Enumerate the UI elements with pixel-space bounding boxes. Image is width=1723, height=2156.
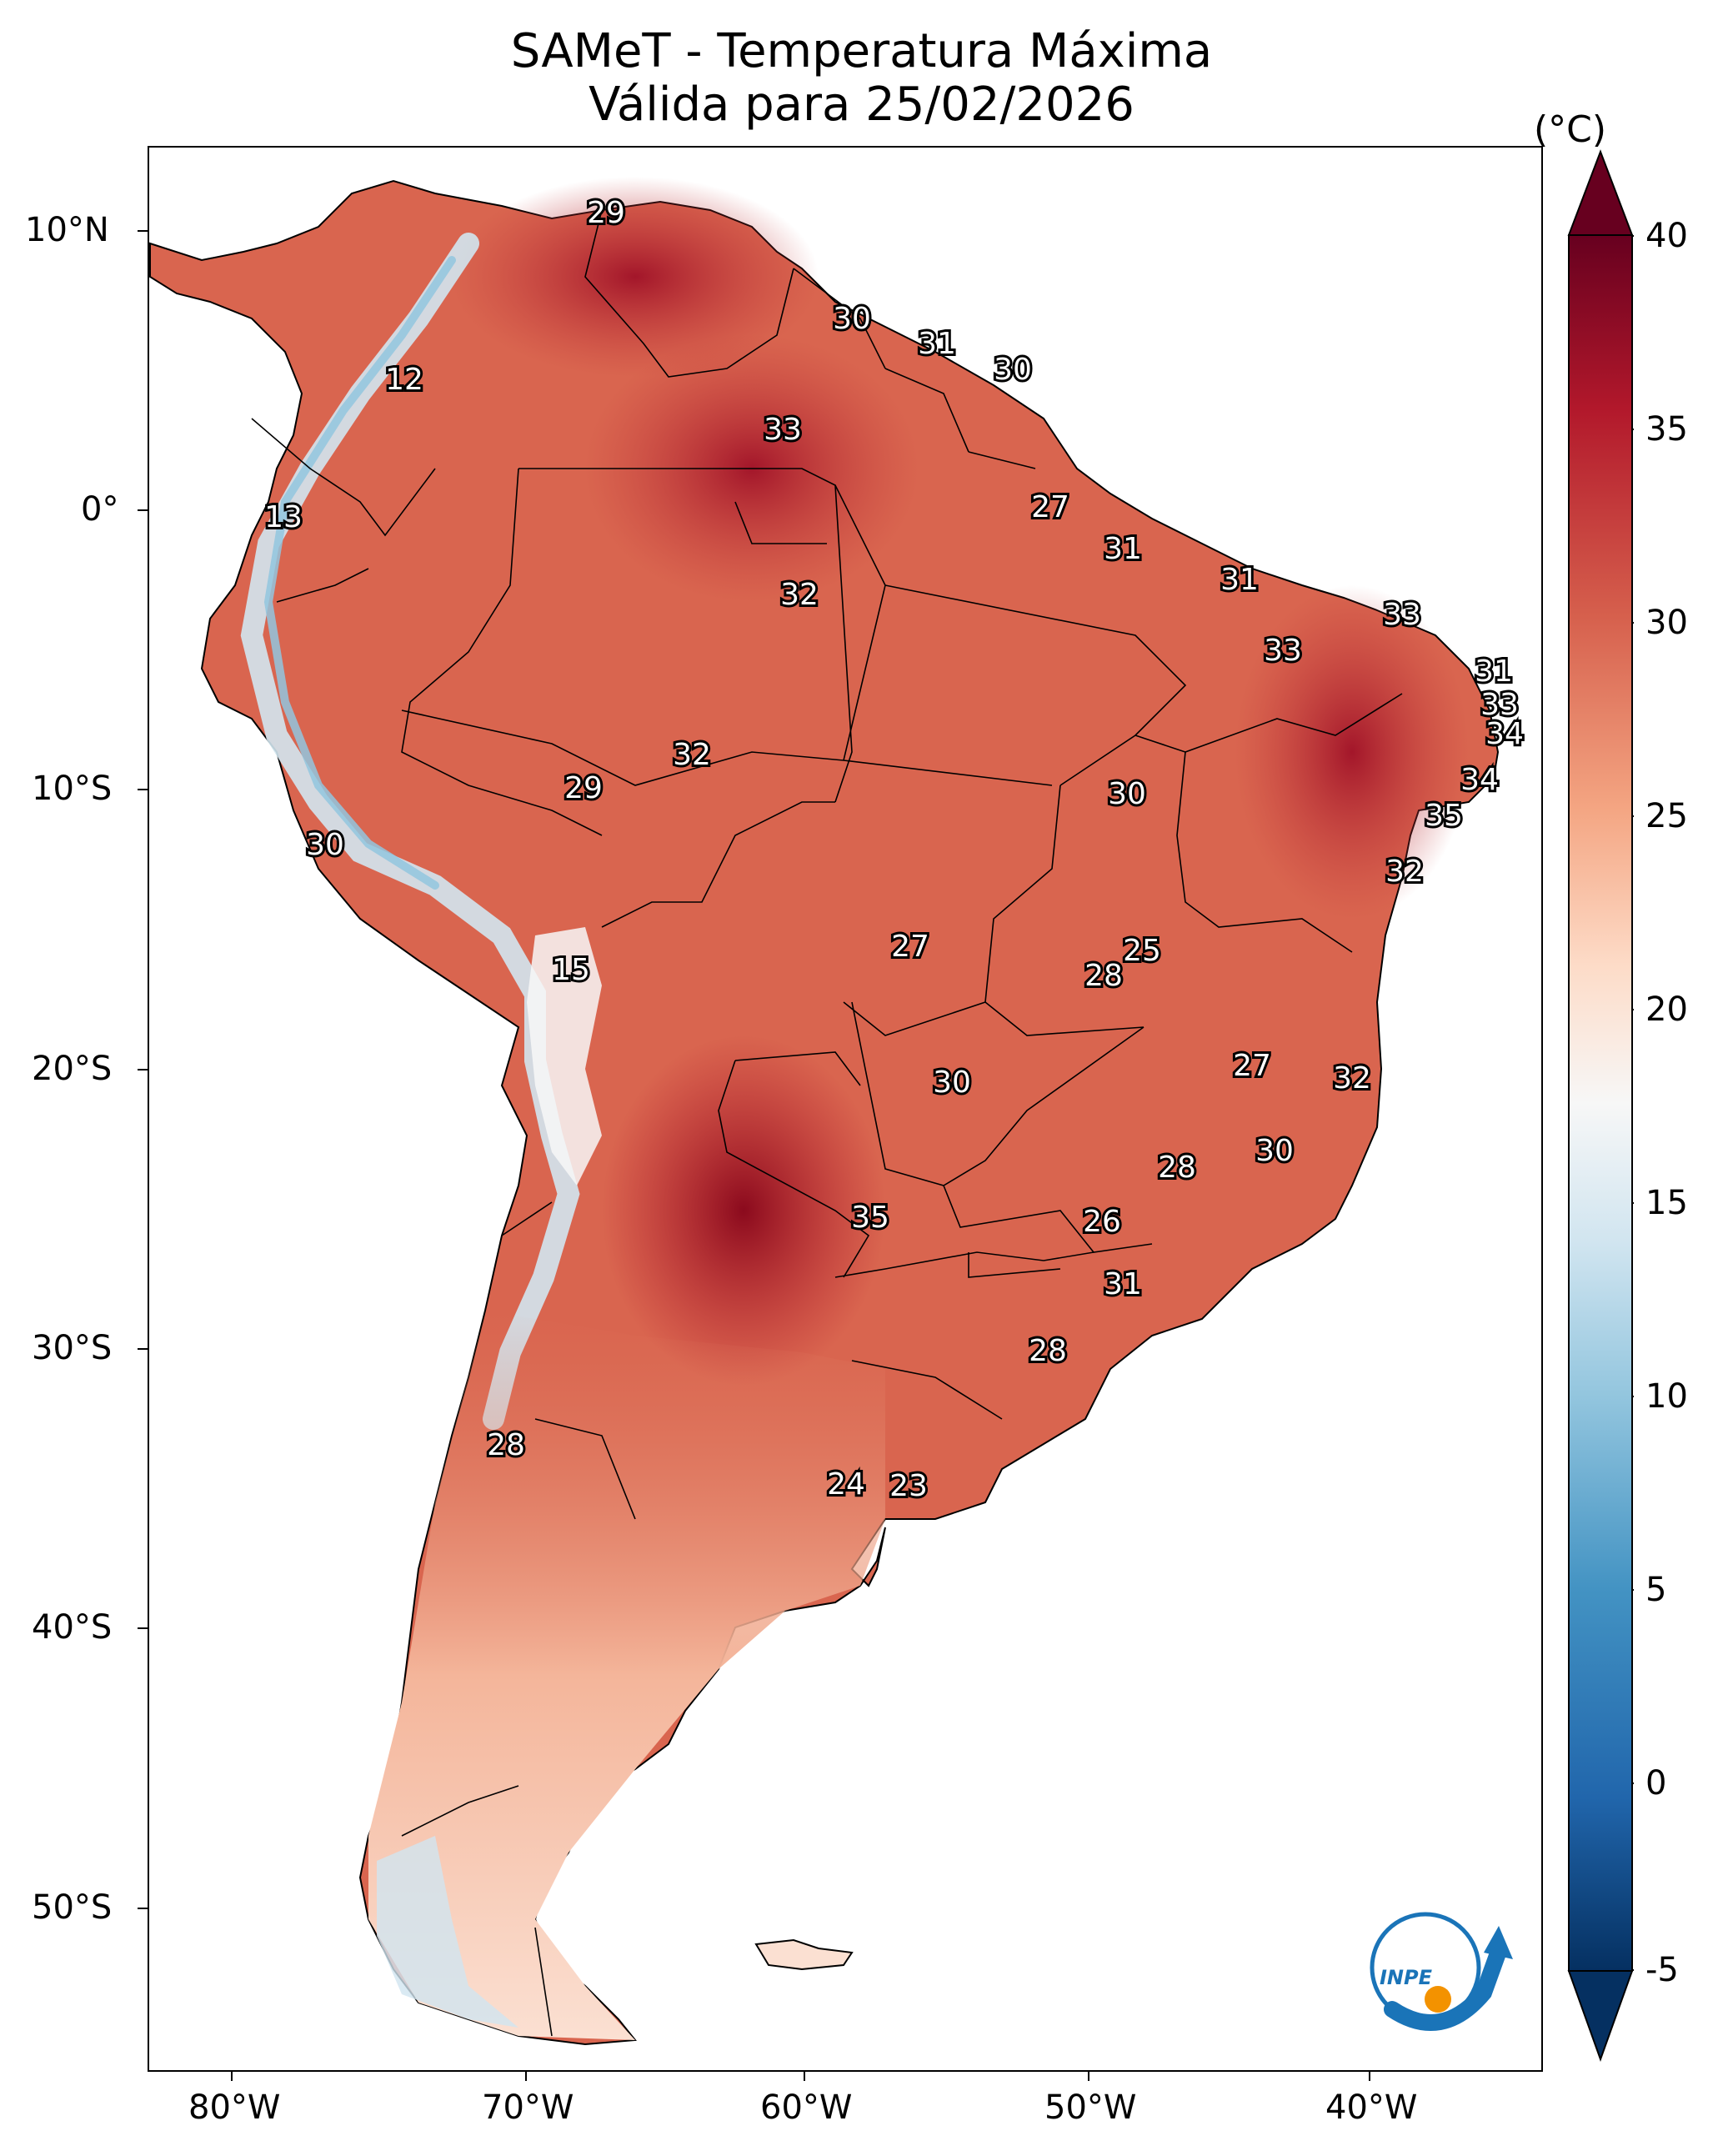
map-label: 32: [1385, 855, 1424, 889]
map-label: 30: [933, 1065, 971, 1100]
map-label: 33: [1480, 688, 1519, 722]
hot-region-paraguay: [602, 1035, 885, 1386]
lat-tick-label: 50°S: [32, 1888, 113, 1927]
map-label: 31: [1475, 654, 1513, 689]
lat-tick-label: 30°S: [32, 1329, 113, 1367]
tickmark: [138, 1627, 148, 1629]
altiplano-cool-area: [527, 927, 602, 1186]
map-label: 33: [764, 413, 802, 447]
map-label: 32: [673, 738, 711, 772]
lat-tick-label: 0°: [81, 490, 119, 529]
map-label: 24: [827, 1467, 865, 1502]
map-label: 30: [1255, 1134, 1294, 1168]
colorbar-tick-label: 20: [1645, 990, 1688, 1029]
lon-tick-label: 80°W: [188, 2088, 281, 2127]
tickmark: [1369, 2071, 1370, 2081]
colorbar-tick-label: 0: [1645, 1764, 1667, 1803]
map-label: 25: [1123, 934, 1161, 968]
map-label: 31: [1104, 1267, 1142, 1301]
colorbar-tick-label: 15: [1645, 1184, 1688, 1222]
lon-tick-label: 60°W: [760, 2088, 853, 2127]
map-label: 27: [1031, 490, 1069, 524]
map-label: 35: [1425, 799, 1463, 833]
map-label: 28: [487, 1428, 525, 1462]
map-label: 23: [889, 1469, 928, 1503]
lat-tick-label: 40°S: [32, 1608, 113, 1647]
colorbar: [1567, 149, 1634, 2062]
falkland-islands: [754, 1938, 854, 1971]
map-subtitle: Válida para 25/02/2026: [589, 78, 1134, 132]
lon-tick-label: 50°W: [1044, 2088, 1137, 2127]
colorbar-tick-label: 40: [1645, 217, 1688, 255]
map-label: 32: [780, 578, 819, 612]
lon-tick-label: 70°W: [482, 2088, 574, 2127]
lon-tick-label: 40°W: [1325, 2088, 1418, 2127]
map-label: 26: [1083, 1205, 1121, 1239]
andes-cold-core: [263, 256, 456, 890]
colorbar-tick-label: 30: [1645, 604, 1688, 642]
map-label: 29: [564, 771, 603, 805]
tickmark: [138, 1908, 148, 1909]
tickmark: [138, 509, 148, 511]
tickmark: [525, 2071, 527, 2081]
hot-region-venezuela: [452, 177, 819, 377]
tickmark: [804, 2071, 805, 2081]
tickmark: [138, 789, 148, 790]
tickmark: [1088, 2071, 1089, 2081]
colorbar-tick-label: 25: [1645, 797, 1688, 835]
map-label: 33: [1264, 634, 1302, 668]
map-label: 12: [385, 363, 423, 397]
logo-text: INPE: [1380, 1966, 1433, 1989]
map-label: 13: [264, 500, 303, 534]
patagonia-cool-area: [377, 1836, 518, 2028]
map-label: 30: [833, 302, 871, 336]
tickmark: [138, 1069, 148, 1070]
map-label: 30: [994, 353, 1032, 387]
colorbar-tick-label: 10: [1645, 1377, 1688, 1416]
map-label: 31: [1220, 563, 1259, 597]
state-borders: [251, 209, 1403, 2037]
colorbar-tick-label: -5: [1645, 1951, 1679, 1989]
map-label: 33: [1383, 598, 1421, 632]
map-panel: 29 12 13 30 31 30 33 27 31 31 32 33 33 3…: [148, 146, 1543, 2072]
hot-region-northeast: [1235, 585, 1469, 919]
inpe-logo: INPE: [1370, 1912, 1513, 2031]
map-label: 32: [1333, 1061, 1371, 1096]
temperature-map: 29 12 13 30 31 30 33 27 31 31 32 33 33 3…: [149, 177, 1526, 2046]
colorbar-bottom-extension: [1567, 1970, 1634, 2062]
map-label: 28: [1158, 1151, 1196, 1185]
map-label: 30: [1108, 777, 1146, 811]
map-title: SAMeT - Temperatura Máxima: [510, 24, 1213, 78]
tickmark: [138, 230, 148, 232]
map-label: 28: [1084, 959, 1123, 993]
map-label: 15: [552, 953, 590, 987]
map-label: 31: [1104, 532, 1142, 566]
colorbar-unit: (°C): [1534, 108, 1607, 151]
colorbar-top-extension: [1567, 149, 1634, 236]
map-label: 31: [918, 327, 956, 361]
colorbar-tick-label: 5: [1645, 1571, 1667, 1609]
lat-tick-label: 10°N: [25, 211, 109, 249]
colorbar-tick-label: 35: [1645, 410, 1688, 449]
lat-tick-label: 10°S: [32, 770, 113, 808]
map-label: 30: [306, 828, 344, 862]
tickmark: [138, 1348, 148, 1350]
colorbar-gradient: [1568, 234, 1633, 1972]
map-label: 34: [1485, 717, 1524, 751]
tickmark: [231, 2071, 233, 2081]
temperature-labels: 29 12 13 30 31 30 33 27 31 31 32 33 33 3…: [262, 193, 1526, 1506]
map-label: 27: [1233, 1049, 1271, 1083]
map-label: 28: [1029, 1334, 1067, 1368]
map-label: 27: [891, 930, 929, 964]
lat-tick-label: 20°S: [32, 1050, 113, 1088]
southern-cone-region: [368, 1311, 885, 2040]
map-label: 35: [851, 1201, 889, 1235]
map-label: 34: [1460, 763, 1499, 797]
map-label: 29: [587, 196, 625, 230]
